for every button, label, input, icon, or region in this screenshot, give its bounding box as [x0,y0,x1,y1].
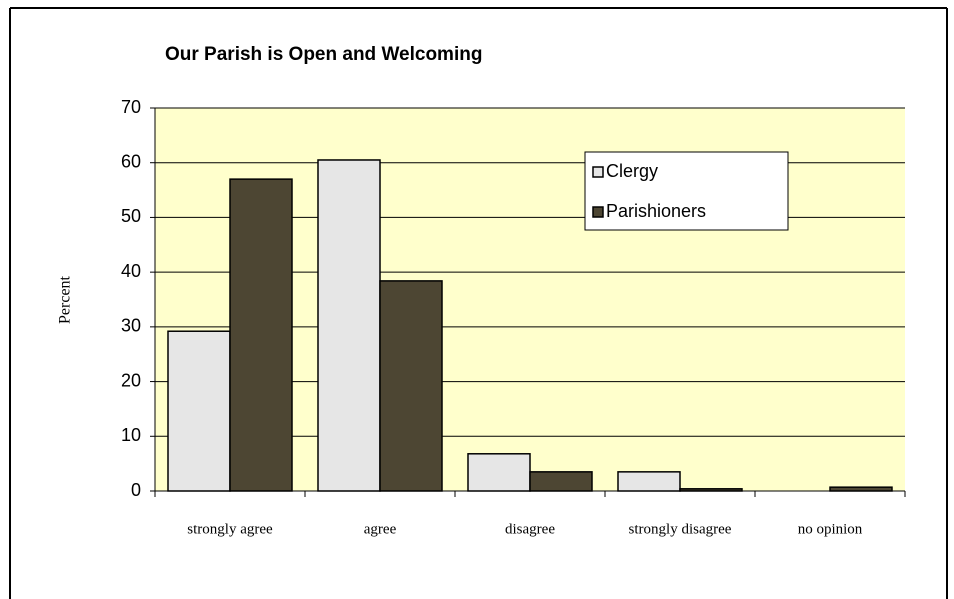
legend-label: Clergy [606,161,658,181]
x-tick-label: disagree [505,521,555,537]
bar [617,471,681,492]
x-tick-label: strongly disagree [629,521,732,537]
y-tick-label: 20 [121,370,141,390]
bar [529,471,593,492]
chart-title: Our Parish is Open and Welcoming [165,44,482,65]
bar [379,280,443,492]
y-axis-label: Percent [57,275,74,324]
y-tick-label: 60 [121,151,141,171]
legend-swatch [592,166,604,178]
x-tick-label: no opinion [798,521,863,537]
y-tick-label: 40 [121,261,141,281]
x-tick-label: agree [364,521,397,537]
y-tick-label: 70 [121,97,141,117]
legend-swatch [592,206,604,218]
y-tick-label: 30 [121,316,141,336]
x-tick-label: strongly agree [187,521,273,537]
legend-label: Parishioners [606,201,706,221]
y-tick-label: 50 [121,206,141,226]
bar [229,178,293,492]
y-tick-label: 0 [131,480,141,500]
legend-box [584,151,789,231]
y-tick-label: 10 [121,425,141,445]
bar [167,330,231,492]
bar [679,488,743,492]
bar [829,486,893,492]
bar [317,159,381,492]
bar [467,453,531,492]
